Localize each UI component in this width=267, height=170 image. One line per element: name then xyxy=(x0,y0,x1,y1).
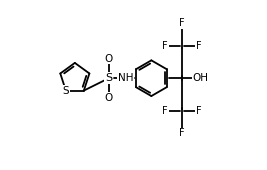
Text: F: F xyxy=(196,106,202,115)
Text: O: O xyxy=(105,54,113,64)
Text: OH: OH xyxy=(193,73,209,83)
Text: O: O xyxy=(105,93,113,103)
Text: F: F xyxy=(196,41,202,51)
Text: F: F xyxy=(162,106,168,115)
Text: F: F xyxy=(179,18,185,28)
Text: NH: NH xyxy=(118,73,134,83)
Text: S: S xyxy=(105,73,112,83)
Text: F: F xyxy=(162,41,168,51)
Text: F: F xyxy=(179,129,185,138)
Text: S: S xyxy=(62,86,69,96)
